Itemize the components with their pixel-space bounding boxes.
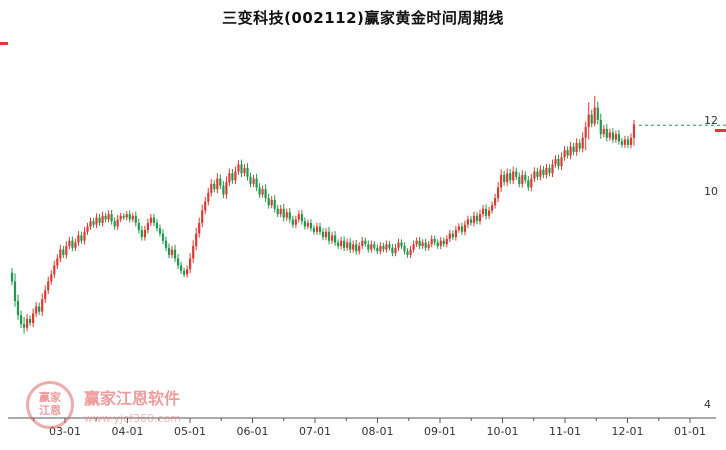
x-axis-label: 07-01 <box>299 425 331 438</box>
x-axis-label: 11-01 <box>549 425 581 438</box>
x-axis-label: 12-01 <box>612 425 644 438</box>
x-axis-label: 09-01 <box>424 425 456 438</box>
x-axis-label: 08-01 <box>362 425 394 438</box>
chart-title: 三变科技(002112)赢家黄金时间周期线 <box>222 9 504 27</box>
x-axis-label: 01-01 <box>674 425 706 438</box>
y-axis-label: 4 <box>704 398 711 411</box>
x-axis-label: 04-01 <box>112 425 144 438</box>
x-axis-label: 03-01 <box>49 425 81 438</box>
left-edge-marker <box>0 42 8 45</box>
x-axis-label: 06-01 <box>237 425 269 438</box>
y-axis-label: 12 <box>704 114 718 127</box>
x-axis-label: 05-01 <box>174 425 206 438</box>
x-axis-label: 10-01 <box>487 425 519 438</box>
y-axis-label: 10 <box>704 185 718 198</box>
right-edge-marker <box>715 129 726 132</box>
candles-group <box>10 95 636 334</box>
